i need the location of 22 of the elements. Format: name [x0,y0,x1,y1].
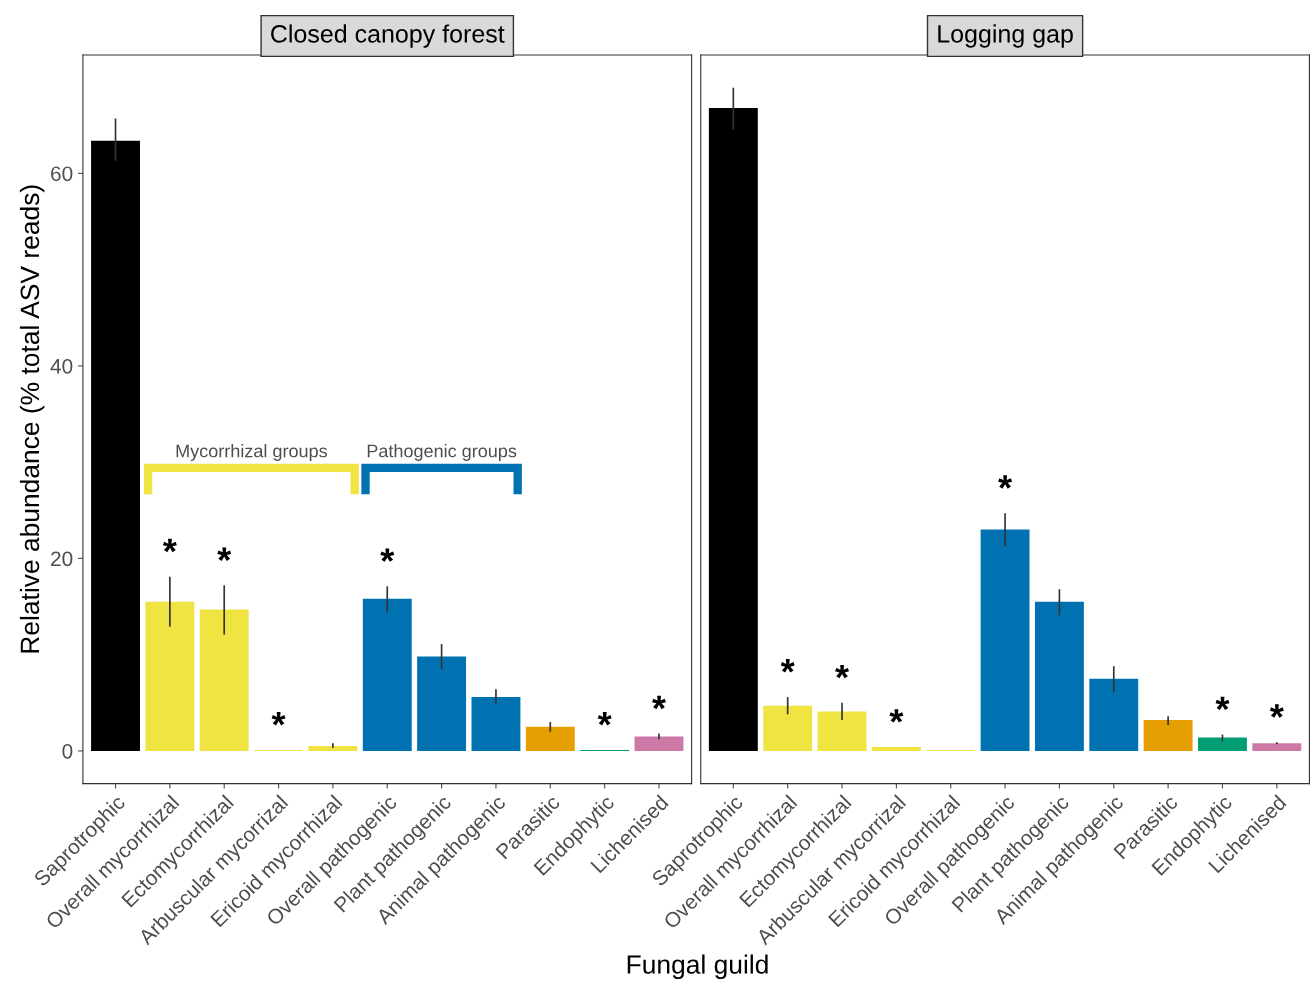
y-axis-title: Relative abundance (% total ASV reads) [19,185,45,653]
data-label: * [780,659,795,673]
y-tick-label: 60 [51,166,73,182]
annotation: Mycorrhizal groups [176,444,327,461]
data-label: * [652,695,666,710]
data-label: * [217,547,232,561]
chart-title: Closed canopy forest [271,24,505,48]
data-label: * [380,548,395,562]
annotation: Pathogenic groups [367,444,517,461]
x-axis-title: Fungal guild [627,954,768,980]
data-label: * [1269,704,1284,718]
chart-title: Logging gap [938,24,1073,48]
y-tick-label: 40 [50,358,73,374]
data-label: * [998,475,1013,489]
data-label: * [835,664,850,679]
data-label: * [597,712,612,726]
data-label: * [271,712,286,726]
data-label: * [1215,696,1230,711]
y-tick-label: 20 [51,551,73,567]
data-label: * [162,538,177,553]
y-tick-label: 0 [62,743,73,759]
data-label: * [889,709,904,723]
